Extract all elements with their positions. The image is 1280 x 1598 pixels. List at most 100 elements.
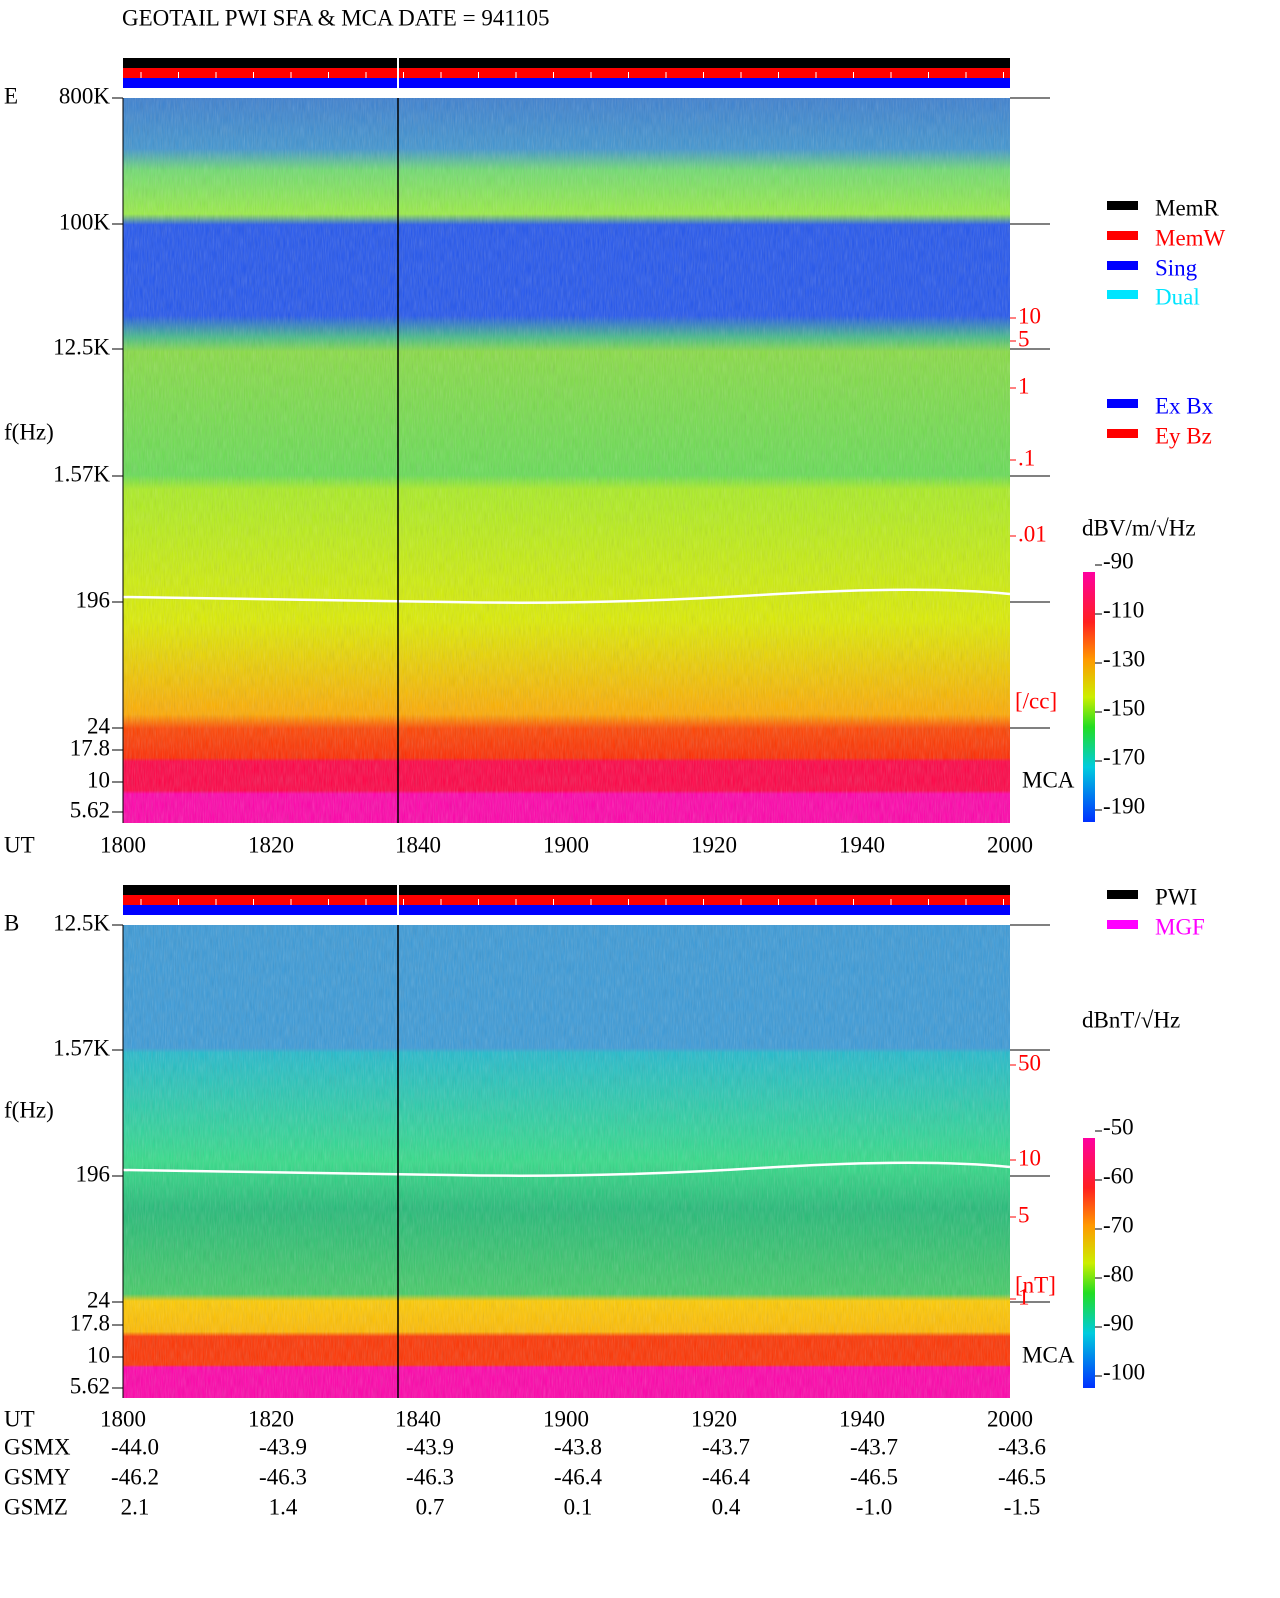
x-tick-label: 1900 [543,832,589,857]
y-tick-label: 24 [87,1287,111,1312]
x-tick-label: 1840 [395,832,441,857]
x-tick-label: 1820 [248,1406,294,1431]
legend-label: MemR [1155,195,1220,220]
y-tick-label: 12.5K [53,910,110,935]
legend-swatch [1107,399,1138,408]
legend-swatch [1107,920,1138,929]
colorbar-label: -150 [1103,695,1145,720]
ephemeris-value: 0.7 [416,1494,445,1519]
x-tick-label: 1840 [395,1406,441,1431]
density-label: 5 [1018,326,1030,351]
ephemeris-value: -46.2 [111,1464,159,1489]
legend-swatch [1107,890,1138,899]
colorbar-unit: dBV/m/√Hz [1082,515,1196,540]
ephemeris-value: -43.7 [702,1434,750,1459]
colorbar-unit: dBnT/√Hz [1082,1007,1180,1032]
legend-label: Ey Bz [1155,423,1212,448]
y-tick-label: 1.57K [53,1035,110,1060]
colorbar-label: -50 [1103,1114,1134,1139]
x-tick-label: 1820 [248,832,294,857]
legend-label: PWI [1155,884,1197,909]
x-tick-label: 1940 [839,832,885,857]
spectrogram-texture [123,98,1010,823]
density-label: 10 [1018,303,1041,328]
y-axis-label: f(Hz) [4,1097,54,1122]
y-tick-label: 10 [87,767,110,792]
colorbar-label: -170 [1103,744,1145,769]
status-bar [123,78,1010,88]
status-bar [123,885,1010,895]
legend-swatch [1107,201,1138,210]
x-axis-label: UT [4,832,35,857]
colorbar-label: -100 [1103,1359,1145,1384]
density-label: .1 [1018,445,1035,470]
legend-swatch [1107,429,1138,438]
y-tick-label: 800K [59,83,111,108]
density-label: 1 [1018,1284,1030,1309]
y-tick-label: 196 [76,587,111,612]
mca-label: MCA [1022,1342,1075,1367]
ephemeris-value: -46.3 [259,1464,307,1489]
colorbar [1083,572,1095,822]
ephemeris-value: -43.7 [850,1434,898,1459]
ephemeris-label: GSMZ [4,1494,68,1519]
legend-label: Sing [1155,255,1198,280]
colorbar-label: -60 [1103,1163,1134,1188]
legend-label: Dual [1155,284,1200,309]
status-bar [123,905,1010,915]
ephemeris-value: -46.4 [554,1464,602,1489]
colorbar [1083,1138,1095,1388]
ephemeris-value: -43.9 [406,1434,454,1459]
legend-label: MGF [1155,914,1205,939]
ephemeris-value: -1.5 [1004,1494,1040,1519]
legend-label: Ex Bx [1155,393,1214,418]
ephemeris-label: GSMX [4,1434,71,1459]
ephemeris-value: 2.1 [121,1494,150,1519]
density-label: 5 [1018,1202,1030,1227]
x-tick-label: 2000 [987,832,1033,857]
x-tick-label: 1940 [839,1406,885,1431]
panel-label: E [4,83,18,108]
ephemeris-value: 1.4 [269,1494,298,1519]
ephemeris-value: -44.0 [111,1434,159,1459]
ephemeris-value: -43.9 [259,1434,307,1459]
x-axis-label: UT [4,1406,35,1431]
status-bar [123,58,1010,68]
y-tick-label: 5.62 [70,1373,110,1398]
title: GEOTAIL PWI SFA & MCA DATE = 941105 [122,5,549,30]
density-label: 50 [1018,1050,1041,1075]
colorbar-label: -130 [1103,646,1145,671]
density-label: 1 [1018,373,1030,398]
legend-swatch [1107,231,1138,240]
ephemeris-value: 0.1 [564,1494,593,1519]
y-tick-label: 1.57K [53,461,110,486]
legend-swatch [1107,261,1138,270]
x-tick-label: 1900 [543,1406,589,1431]
x-tick-label: 1800 [100,832,146,857]
colorbar-label: -90 [1103,1310,1134,1335]
density-label: 10 [1018,1145,1041,1170]
y-tick-label: 100K [59,209,111,234]
legend-swatch [1107,290,1138,299]
y-axis-label: f(Hz) [4,419,54,444]
ephemeris-value: -1.0 [856,1494,892,1519]
plasma-line [122,1161,1011,1177]
ephemeris-value: -46.5 [998,1464,1046,1489]
mca-label: MCA [1022,767,1075,792]
spectrogram-texture [123,925,1010,1398]
x-tick-label: 1800 [100,1406,146,1431]
ephemeris-value: -46.5 [850,1464,898,1489]
y-tick-label: 5.62 [70,797,110,822]
colorbar-label: -80 [1103,1261,1134,1286]
y-tick-label: 24 [87,713,111,738]
y-tick-label: 196 [76,1161,111,1186]
ephemeris-label: GSMY [4,1464,71,1489]
ephemeris-value: -43.6 [998,1434,1046,1459]
y-tick-label: 17.8 [70,735,110,760]
colorbar-label: -90 [1103,548,1134,573]
colorbar-label: -110 [1103,597,1144,622]
y-tick-label: 10 [87,1342,110,1367]
legend-label: MemW [1155,225,1226,250]
y-tick-label: 17.8 [70,1310,110,1335]
